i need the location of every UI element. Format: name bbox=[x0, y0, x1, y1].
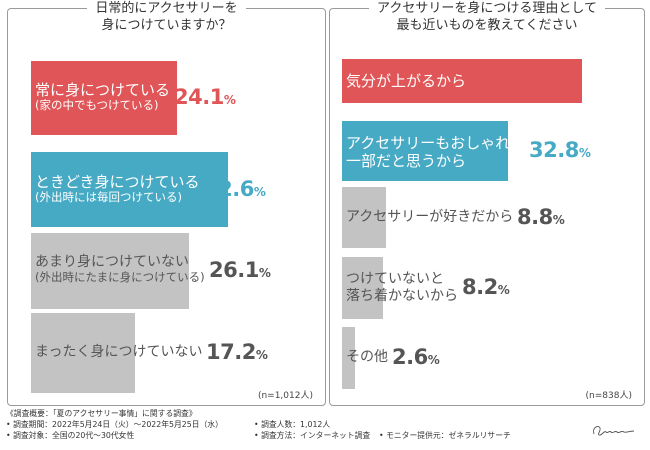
bar-label-line2: 落ち着かないから bbox=[346, 287, 458, 304]
bar-label-line2: (外出時にたまに身につけている) bbox=[35, 269, 205, 284]
bar-label-line1: その他 bbox=[346, 349, 388, 365]
bar-value-unit: % bbox=[427, 353, 440, 367]
left-title-line1: 日常的にアクセサリーを bbox=[87, 0, 246, 17]
right-sample-note: (n=838人) bbox=[585, 391, 632, 401]
bar-label-line2: (外出時には毎回つけている) bbox=[35, 189, 182, 204]
bar-value-number: 17.2 bbox=[206, 340, 256, 364]
bar-left-2 bbox=[31, 233, 189, 309]
bar-label-line2: 一部だと思うから bbox=[346, 152, 467, 170]
bar-value-unit: % bbox=[519, 76, 532, 90]
bar-value-label: 2.6% bbox=[392, 345, 440, 369]
bar-value-label: 17.2% bbox=[206, 340, 268, 364]
right-title-line2: 最も近いものを教えてください bbox=[388, 17, 586, 34]
bar-label-line1: アクセサリーが好きだから bbox=[346, 208, 514, 225]
footer-target: • 調査対象：全国の20代～30代女性 bbox=[6, 431, 135, 440]
right-chart-title: アクセサリーを身につける理由として 最も近いものを教えてください bbox=[330, 0, 644, 34]
bar-right-1 bbox=[342, 121, 508, 181]
right-title-line1: アクセサリーを身につける理由として bbox=[369, 0, 605, 17]
bar-value-unit: % bbox=[223, 93, 236, 107]
bar-value-unit: % bbox=[258, 266, 271, 280]
left-chart-panel: 日常的にアクセサリーを 身につけていますか？ 常に身につけている (家の中でもつけ… bbox=[7, 0, 326, 406]
bar-label-line1: ときどき身につけている bbox=[35, 172, 200, 191]
bar-value-unit: % bbox=[497, 283, 510, 297]
bar-right-3 bbox=[342, 257, 383, 319]
bar-label: アクセサリーが好きだから bbox=[346, 209, 513, 226]
bar-value-number: 26.1 bbox=[209, 258, 259, 282]
bar-label: その他 bbox=[346, 349, 388, 366]
left-chart-title: 日常的にアクセサリーを 身につけていますか？ bbox=[8, 0, 325, 34]
bar-right-2 bbox=[342, 187, 386, 248]
bar-value-label: 32.8% bbox=[529, 138, 591, 162]
bar-value-number: 32.6 bbox=[204, 176, 254, 201]
bar-value-unit: % bbox=[255, 348, 268, 362]
bar-label: つけていないと 落ち着かないから bbox=[346, 271, 458, 305]
footer-provider: • モニター提供元：ゼネラルリサーチ bbox=[379, 431, 511, 440]
signature-logo bbox=[593, 425, 635, 436]
bar-label-line1: あまり身につけていない bbox=[35, 254, 189, 270]
bar-value-label: 24.1% bbox=[174, 85, 236, 109]
bar-label: 気分が上がるから bbox=[346, 72, 466, 90]
footer-overview: 《調査概要：「夏のアクセサリー事情」に関する調査》 bbox=[6, 409, 197, 418]
bar-value-number: 47.6 bbox=[470, 68, 520, 92]
bar-value-number: 24.1 bbox=[174, 85, 224, 109]
bar-value-label: 8.2% bbox=[462, 275, 510, 299]
bar-label-line1: まったく身につけていない bbox=[35, 344, 203, 360]
bar-value-label: 32.6% bbox=[204, 176, 266, 201]
bar-value-unit: % bbox=[253, 184, 266, 199]
bar-label-line1: 常に身につけている bbox=[35, 81, 171, 99]
bar-value-number: 2.6 bbox=[392, 345, 428, 369]
bar-value-unit: % bbox=[578, 146, 591, 160]
footer-people: • 調査人数：1,012人 bbox=[254, 420, 331, 429]
footer-method: • 調査方法：インターネット調査 bbox=[254, 431, 371, 440]
bar-label-line1: アクセサリーもおしゃれの bbox=[346, 134, 526, 152]
bar-label: まったく身につけていない bbox=[35, 344, 202, 361]
bar-label: 常に身につけている (家の中でもつけている) bbox=[35, 81, 170, 113]
bar-value-label: 8.8% bbox=[517, 204, 565, 229]
right-chart-panel: アクセサリーを身につける理由として 最も近いものを教えてください 気分が上がるか… bbox=[329, 0, 645, 406]
bar-label-line2: (家の中でもつけている) bbox=[35, 98, 159, 112]
left-title-line2: 身につけていますか？ bbox=[93, 17, 240, 34]
bar-label: ときどき身につけている (外出時には毎回つけている) bbox=[35, 173, 200, 205]
bar-value-label: 26.1% bbox=[209, 258, 271, 282]
bar-label: あまり身につけていない (外出時にたまに身につけている) bbox=[35, 254, 205, 285]
bar-right-4 bbox=[342, 327, 355, 389]
bar-value-label: 47.6% bbox=[470, 68, 532, 92]
bar-value-number: 8.2 bbox=[462, 275, 498, 299]
bar-left-0 bbox=[31, 61, 177, 135]
bar-label: アクセサリーもおしゃれの 一部だと思うから bbox=[346, 134, 525, 170]
bar-value-unit: % bbox=[552, 212, 565, 227]
bar-value-number: 8.8 bbox=[517, 204, 553, 229]
bar-left-1 bbox=[31, 152, 228, 227]
bar-right-0 bbox=[342, 59, 582, 103]
bar-value-number: 32.8 bbox=[529, 138, 579, 162]
bar-label-line1: つけていないと bbox=[346, 271, 444, 287]
bar-left-3 bbox=[31, 313, 135, 393]
bar-label-line1: 気分が上がるから bbox=[346, 72, 467, 90]
footer-period: • 調査期間：2022年5月24日（火）～2022年5月25日（水） bbox=[6, 420, 223, 429]
left-sample-note: (n=1,012人) bbox=[257, 391, 313, 401]
